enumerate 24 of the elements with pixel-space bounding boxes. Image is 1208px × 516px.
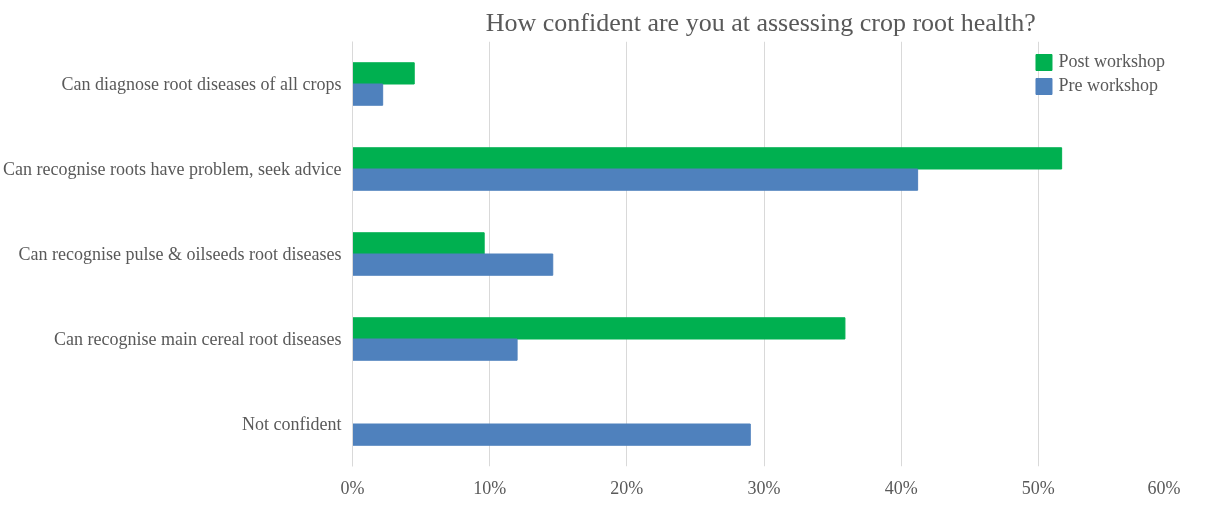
bar bbox=[352, 423, 751, 446]
bar bbox=[352, 147, 1063, 170]
x-tick-label: 0% bbox=[340, 477, 365, 498]
legend-label: Pre workshop bbox=[1058, 75, 1158, 96]
bar bbox=[352, 232, 485, 255]
x-tick-label: 20% bbox=[610, 477, 644, 498]
x-tick-label: 40% bbox=[884, 477, 918, 498]
x-tick-label: 50% bbox=[1021, 477, 1055, 498]
bar bbox=[352, 317, 846, 340]
x-tick-label: 10% bbox=[473, 477, 507, 498]
bar bbox=[352, 62, 415, 85]
bar bbox=[352, 83, 384, 106]
y-tick-label: Can diagnose root diseases of all crops bbox=[61, 74, 342, 94]
x-tick-label: 60% bbox=[1147, 477, 1181, 498]
chart-title: How confident are you at assessing crop root health? bbox=[485, 7, 1036, 37]
y-tick-label: Can recognise pulse & oilseeds root diseases bbox=[18, 244, 342, 264]
y-tick-label: Can recognise main cereal root diseases bbox=[54, 329, 342, 349]
y-tick-label: Not confident bbox=[242, 414, 342, 434]
legend-label: Post workshop bbox=[1058, 51, 1165, 72]
bar bbox=[352, 253, 554, 276]
bar bbox=[352, 338, 518, 361]
y-tick-label: Can recognise roots have problem, seek advice bbox=[3, 159, 342, 179]
bar bbox=[352, 168, 919, 191]
x-tick-label: 30% bbox=[747, 477, 781, 498]
